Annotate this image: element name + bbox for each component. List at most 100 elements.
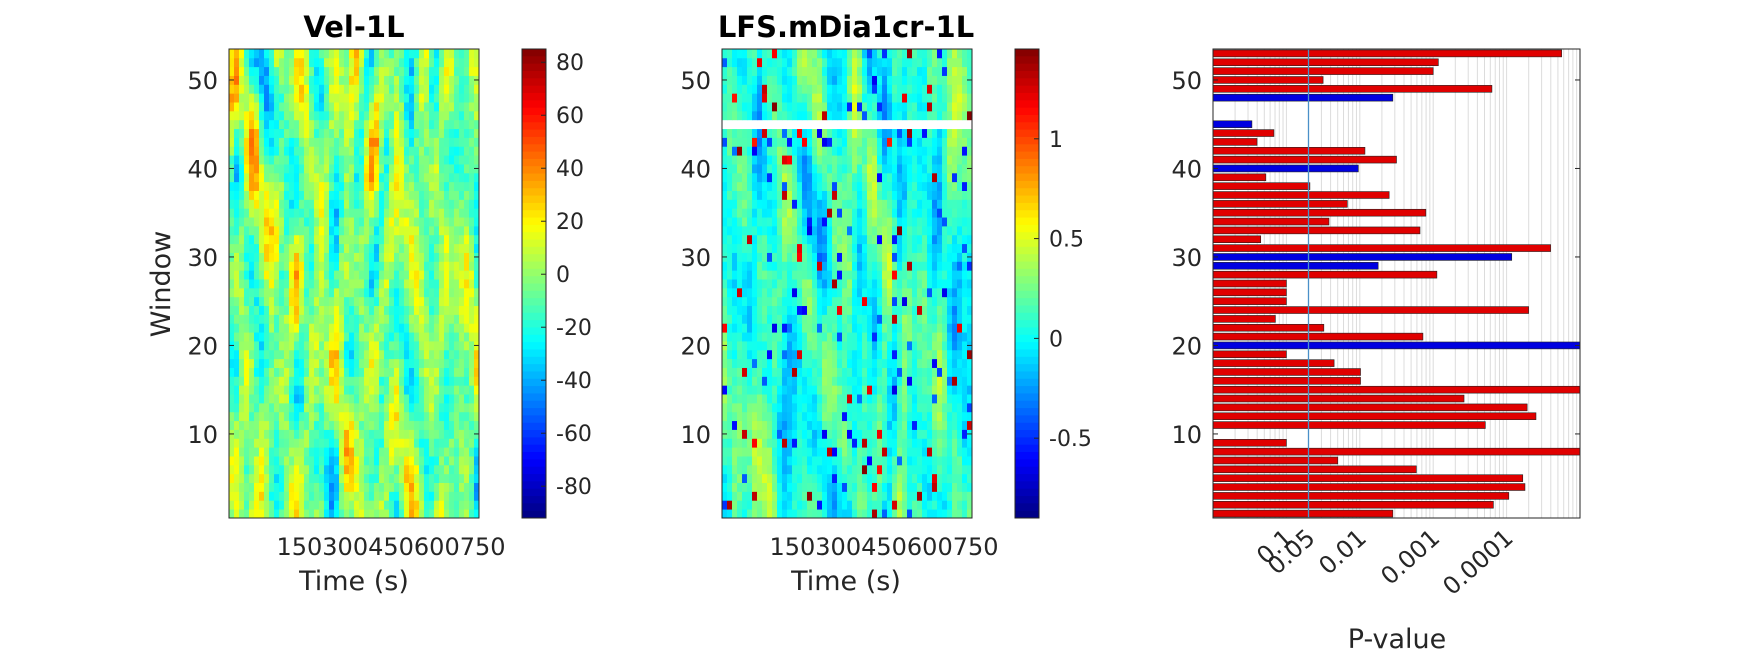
heatmap-cell [762, 208, 768, 218]
heatmap-cell [234, 420, 240, 430]
heatmap-cell [369, 429, 375, 439]
heatmap-cell [827, 456, 833, 466]
heatmap-cell [732, 376, 738, 386]
heatmap-cell [902, 314, 908, 324]
heatmap-cell [314, 137, 320, 147]
heatmap-cell [722, 217, 728, 227]
heatmap-cell [812, 420, 818, 430]
heatmap-cell [962, 225, 968, 236]
heatmap-cell [429, 49, 435, 59]
heatmap-cell [832, 491, 838, 501]
heatmap-cell [882, 509, 888, 519]
heatmap-cell [887, 482, 893, 492]
heatmap-cell [922, 279, 928, 289]
heatmap-cell [384, 314, 390, 324]
heatmap-cell [449, 199, 455, 209]
heatmap-cell [239, 394, 245, 404]
heatmap-cell [897, 332, 903, 342]
heatmap-cell [284, 367, 290, 377]
heatmap-cell [807, 146, 813, 156]
heatmap-cell [777, 429, 783, 439]
heatmap-cell [737, 314, 743, 324]
heatmap-cell [399, 296, 405, 307]
heatmap-cell [339, 411, 345, 422]
heatmap-cell [314, 252, 320, 262]
heatmap-cell [737, 190, 743, 200]
heatmap-cell [952, 332, 958, 342]
heatmap-cell [917, 261, 923, 271]
heatmap-cell [344, 102, 350, 112]
heatmap-cell [374, 323, 380, 333]
heatmap-cell [349, 509, 355, 519]
heatmap-cell [244, 110, 250, 121]
heatmap-cell [384, 57, 390, 68]
heatmap-cell [862, 464, 868, 475]
heatmap-cell [319, 394, 325, 404]
heatmap-cell [722, 234, 728, 245]
heatmap-cell [339, 305, 345, 315]
heatmap-cell [409, 500, 415, 510]
heatmap-cell [264, 394, 270, 404]
heatmap-cell [449, 75, 455, 85]
heatmap-cell [289, 323, 295, 333]
heatmap-cell [772, 270, 778, 280]
heatmap-cell [817, 172, 823, 183]
heatmap-cell [727, 411, 733, 422]
heatmap-cell [409, 394, 415, 404]
heatmap-cell [847, 509, 853, 519]
heatmap-cell [772, 146, 778, 156]
heatmap-cell [767, 367, 773, 377]
heatmap-cell [419, 190, 425, 200]
colorbar-segment [522, 202, 546, 211]
heatmap-cell [294, 208, 300, 218]
heatmap-cell [922, 252, 928, 262]
heatmap-cell [454, 243, 460, 253]
heatmap-cell [379, 296, 385, 307]
heatmap-cell [439, 420, 445, 430]
heatmap-cell [912, 155, 918, 165]
heatmap-cell [234, 252, 240, 262]
heatmap-cell [274, 385, 280, 395]
heatmap-cell [289, 199, 295, 209]
heatmap-cell [847, 119, 853, 130]
heatmap-cell [364, 420, 370, 430]
heatmap-cell [907, 341, 913, 351]
heatmap-cell [254, 509, 260, 519]
heatmap-cell [244, 155, 250, 165]
heatmap-cell [817, 261, 823, 271]
heatmap-cell [454, 358, 460, 368]
heatmap-cell [274, 341, 280, 351]
heatmap-cell [867, 261, 873, 271]
heatmap-cell [737, 199, 743, 209]
heatmap-cell [847, 429, 853, 439]
heatmap-cell [812, 243, 818, 253]
heatmap-cell [927, 332, 933, 342]
heatmap-cell [364, 208, 370, 218]
heatmap-cell [249, 225, 255, 236]
heatmap-cell [229, 500, 235, 510]
heatmap-cell [862, 420, 868, 430]
heatmap-cell [469, 464, 475, 475]
heatmap-cell [917, 438, 923, 448]
heatmap-cell [752, 217, 758, 227]
heatmap-cell [867, 385, 873, 395]
heatmap-cell [334, 305, 340, 315]
heatmap-cell [354, 172, 360, 183]
heatmap-cell [882, 456, 888, 466]
heatmap-cell [792, 402, 798, 413]
heatmap-cell [727, 456, 733, 466]
heatmap-cell [294, 296, 300, 307]
heatmap-cell [792, 376, 798, 386]
heatmap-cell [289, 93, 295, 103]
heatmap-cell [379, 473, 385, 483]
heatmap-cell [787, 323, 793, 333]
heatmap-cell [877, 482, 883, 492]
heatmap-cell [762, 402, 768, 413]
heatmap-cell [374, 128, 380, 138]
heatmap-cell [414, 225, 420, 236]
heatmap-cell [234, 491, 240, 501]
heatmap-cell [792, 411, 798, 422]
heatmap-cell [234, 119, 240, 130]
heatmap-cell [727, 464, 733, 475]
heatmap-cell [289, 314, 295, 324]
